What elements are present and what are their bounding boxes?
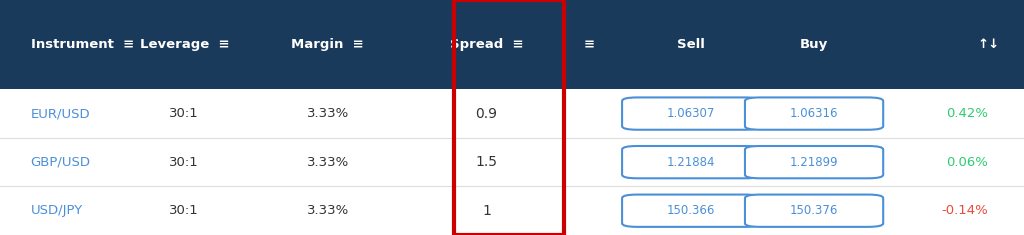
Text: 1.06316: 1.06316 (790, 107, 839, 120)
Text: 0.9: 0.9 (475, 107, 498, 121)
Text: 150.376: 150.376 (790, 204, 839, 217)
FancyBboxPatch shape (623, 195, 760, 227)
Text: USD/JPY: USD/JPY (31, 204, 83, 217)
Bar (0, 89, 1024, 138)
Text: 1.5: 1.5 (475, 155, 498, 169)
Text: 3.33%: 3.33% (306, 107, 349, 120)
Text: 30:1: 30:1 (169, 156, 200, 169)
Text: 1: 1 (482, 204, 490, 218)
Text: -0.14%: -0.14% (941, 204, 988, 217)
Text: EUR/USD: EUR/USD (31, 107, 90, 120)
Text: 3.33%: 3.33% (306, 156, 349, 169)
Bar (0, 186, 1024, 235)
Text: ↑↓: ↑↓ (977, 38, 999, 51)
Bar (0, 138, 1024, 186)
FancyBboxPatch shape (623, 98, 760, 130)
Text: Spread  ≡: Spread ≡ (450, 38, 523, 51)
Text: 1.06307: 1.06307 (667, 107, 716, 120)
Text: Instrument  ≡: Instrument ≡ (31, 38, 134, 51)
Text: Margin  ≡: Margin ≡ (291, 38, 365, 51)
Text: 1.21899: 1.21899 (790, 156, 839, 169)
Text: Sell: Sell (677, 38, 706, 51)
Text: GBP/USD: GBP/USD (31, 156, 91, 169)
Bar (454, 0, 564, 235)
FancyBboxPatch shape (745, 98, 883, 130)
Text: Leverage  ≡: Leverage ≡ (139, 38, 229, 51)
FancyBboxPatch shape (623, 146, 760, 178)
Text: 1.21884: 1.21884 (667, 156, 716, 169)
Text: 150.366: 150.366 (667, 204, 716, 217)
Text: Buy: Buy (800, 38, 828, 51)
Text: 30:1: 30:1 (169, 107, 200, 120)
Text: 0.06%: 0.06% (946, 156, 988, 169)
FancyBboxPatch shape (745, 195, 883, 227)
Text: 30:1: 30:1 (169, 204, 200, 217)
Text: 0.42%: 0.42% (946, 107, 988, 120)
Text: ≡: ≡ (584, 38, 594, 51)
Text: 3.33%: 3.33% (306, 204, 349, 217)
FancyBboxPatch shape (745, 146, 883, 178)
Bar (0, 0, 1024, 89)
